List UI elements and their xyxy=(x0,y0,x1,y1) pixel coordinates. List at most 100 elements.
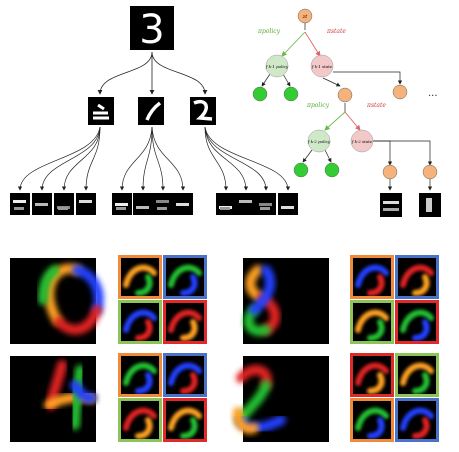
digit-eight-colored-strokes xyxy=(243,265,281,337)
arrow-l1-1-b xyxy=(39,126,101,191)
edge-state2-to-orange-b xyxy=(372,140,433,166)
edge-state1-to-orange xyxy=(333,71,403,85)
edge-policy1-to-leaf-b xyxy=(282,73,291,87)
level1-part-images xyxy=(88,97,216,125)
arrow-l1-2-b xyxy=(140,126,153,191)
root-node-label: zt xyxy=(302,14,309,20)
arrow-root-to-part1 xyxy=(97,51,153,95)
digit-eight-frame-2 xyxy=(395,255,439,299)
arrow-root-to-part3 xyxy=(151,51,208,95)
orange-node-level1 xyxy=(337,87,353,103)
level2-part-6 xyxy=(133,193,153,215)
left-decomposition-tree: 3 xyxy=(10,6,298,215)
digit-two-part-cell-4 xyxy=(395,398,439,442)
digit-two-frame-4 xyxy=(395,398,439,442)
arrow-l1-3-a xyxy=(204,126,229,191)
digit-four-frame-3 xyxy=(118,398,162,442)
digit-two-frame-3 xyxy=(350,398,394,442)
digit-four-part-cell-4 xyxy=(163,398,207,442)
digit-four-part-cell-2 xyxy=(163,353,207,397)
policy-node-level2 xyxy=(307,129,331,153)
digit-zero-part-cell-4 xyxy=(163,300,207,344)
arrow-l1-2-a xyxy=(119,126,153,191)
level2-part-9 xyxy=(216,193,236,215)
policy-node-level1-label: f k-1 policy xyxy=(265,64,289,69)
state-arrow-1 xyxy=(304,31,321,57)
policy-arrow-1 xyxy=(281,31,306,57)
root-node xyxy=(297,8,313,24)
right-part-image-a xyxy=(380,193,402,217)
digit-eight-frame-4 xyxy=(395,300,439,344)
arrow-l1-3-d xyxy=(204,126,291,191)
right-policy-tree: πpolicy πstate πpolicy πstate zt f k-1 p… xyxy=(252,8,441,217)
digit-eight-part-cell-1 xyxy=(350,255,394,299)
leaf-green-3 xyxy=(293,162,309,178)
digit-eight-frame-3 xyxy=(350,300,394,344)
panel-digit-eight xyxy=(243,255,439,344)
digit-eight-frame-1 xyxy=(350,255,394,299)
digit-two-frame-2 xyxy=(395,353,439,397)
state-node-level1-label: f k-1 state xyxy=(311,64,333,69)
leaf-green-2 xyxy=(283,86,299,102)
level1-part-1 xyxy=(88,97,114,125)
root-digit-image xyxy=(130,6,174,50)
state-label-2: πstate xyxy=(366,102,386,109)
level2-part-12 xyxy=(278,193,298,215)
digit-four-colored-strokes xyxy=(44,360,97,430)
edge-state1-down xyxy=(322,77,341,87)
digit-two-colored-strokes xyxy=(232,365,286,435)
edge-policy2-to-leaf-a xyxy=(302,149,313,163)
level2-part-4 xyxy=(76,193,96,215)
state-label-1: πstate xyxy=(326,28,346,35)
digit-four-part-cell-3 xyxy=(118,398,162,442)
edge-policy2-to-leaf-b xyxy=(324,149,332,163)
digit-eight-part-cell-3 xyxy=(350,300,394,344)
digit-zero-colored-strokes xyxy=(38,263,104,335)
policy-label-1: πpolicy xyxy=(257,28,281,35)
arrow-l1-3-c xyxy=(204,126,269,191)
level2-part-10 xyxy=(236,193,256,215)
leaf-green-4 xyxy=(324,162,340,178)
digit-eight-part-cell-4 xyxy=(395,300,439,344)
digit-two-part-cell-1 xyxy=(350,353,394,397)
panel-digit-two xyxy=(232,353,439,442)
arrow-l1-1-d xyxy=(83,126,101,191)
digit-eight-part-cell-2 xyxy=(395,255,439,299)
edge-state2-to-orange-a xyxy=(372,140,393,166)
arrow-l1-2-d xyxy=(151,126,186,191)
digit-zero-part-cell-1 xyxy=(118,255,162,299)
digit-two-part-cell-3 xyxy=(350,398,394,442)
digit-four-frame-4 xyxy=(163,398,207,442)
arrow-l1-1-a xyxy=(17,126,101,191)
edge-policy1-to-leaf-a xyxy=(261,73,271,87)
digit-zero-frame-1 xyxy=(118,255,162,299)
state-node-level2-label: f k-2 state xyxy=(351,139,373,144)
level2-part-7 xyxy=(153,193,173,215)
policy-node-level2-label: f k-2 policy xyxy=(307,139,331,144)
arrow-l1-2-c xyxy=(151,126,166,191)
digit-zero-part-cell-2 xyxy=(163,255,207,299)
digit-two-frame-1 xyxy=(350,353,394,397)
arrow-l1-1-c xyxy=(61,126,101,191)
panel-digit-four xyxy=(10,353,207,442)
panel-digit-zero xyxy=(10,255,207,344)
bottom-attention-panels xyxy=(10,255,439,442)
digit-zero-frame-4 xyxy=(163,300,207,344)
ellipsis: ... xyxy=(428,88,438,99)
policy-node-level1 xyxy=(265,54,289,78)
orange-node-level2-b xyxy=(422,164,438,180)
digit-zero-part-cell-3 xyxy=(118,300,162,344)
state-arrow-2 xyxy=(344,111,361,131)
orange-node-side-1 xyxy=(392,84,408,100)
digit-zero-frame-3 xyxy=(118,300,162,344)
level2-part-1 xyxy=(10,193,30,215)
state-node-level2 xyxy=(350,129,374,153)
digit-four-frame-2 xyxy=(163,353,207,397)
leaf-green-1 xyxy=(252,86,268,102)
digit-two-part-cell-2 xyxy=(395,353,439,397)
digit-four-frame-1 xyxy=(118,353,162,397)
level2-part-images xyxy=(10,193,298,215)
policy-arrow-2 xyxy=(324,111,346,131)
orange-node-level2-a xyxy=(382,164,398,180)
